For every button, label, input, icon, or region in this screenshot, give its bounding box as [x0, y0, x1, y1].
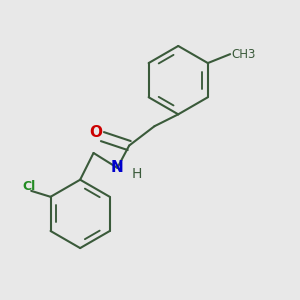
- Text: CH3: CH3: [232, 48, 256, 61]
- Text: N: N: [111, 160, 124, 175]
- Text: O: O: [89, 125, 102, 140]
- Text: Cl: Cl: [22, 180, 35, 193]
- Text: H: H: [131, 167, 142, 181]
